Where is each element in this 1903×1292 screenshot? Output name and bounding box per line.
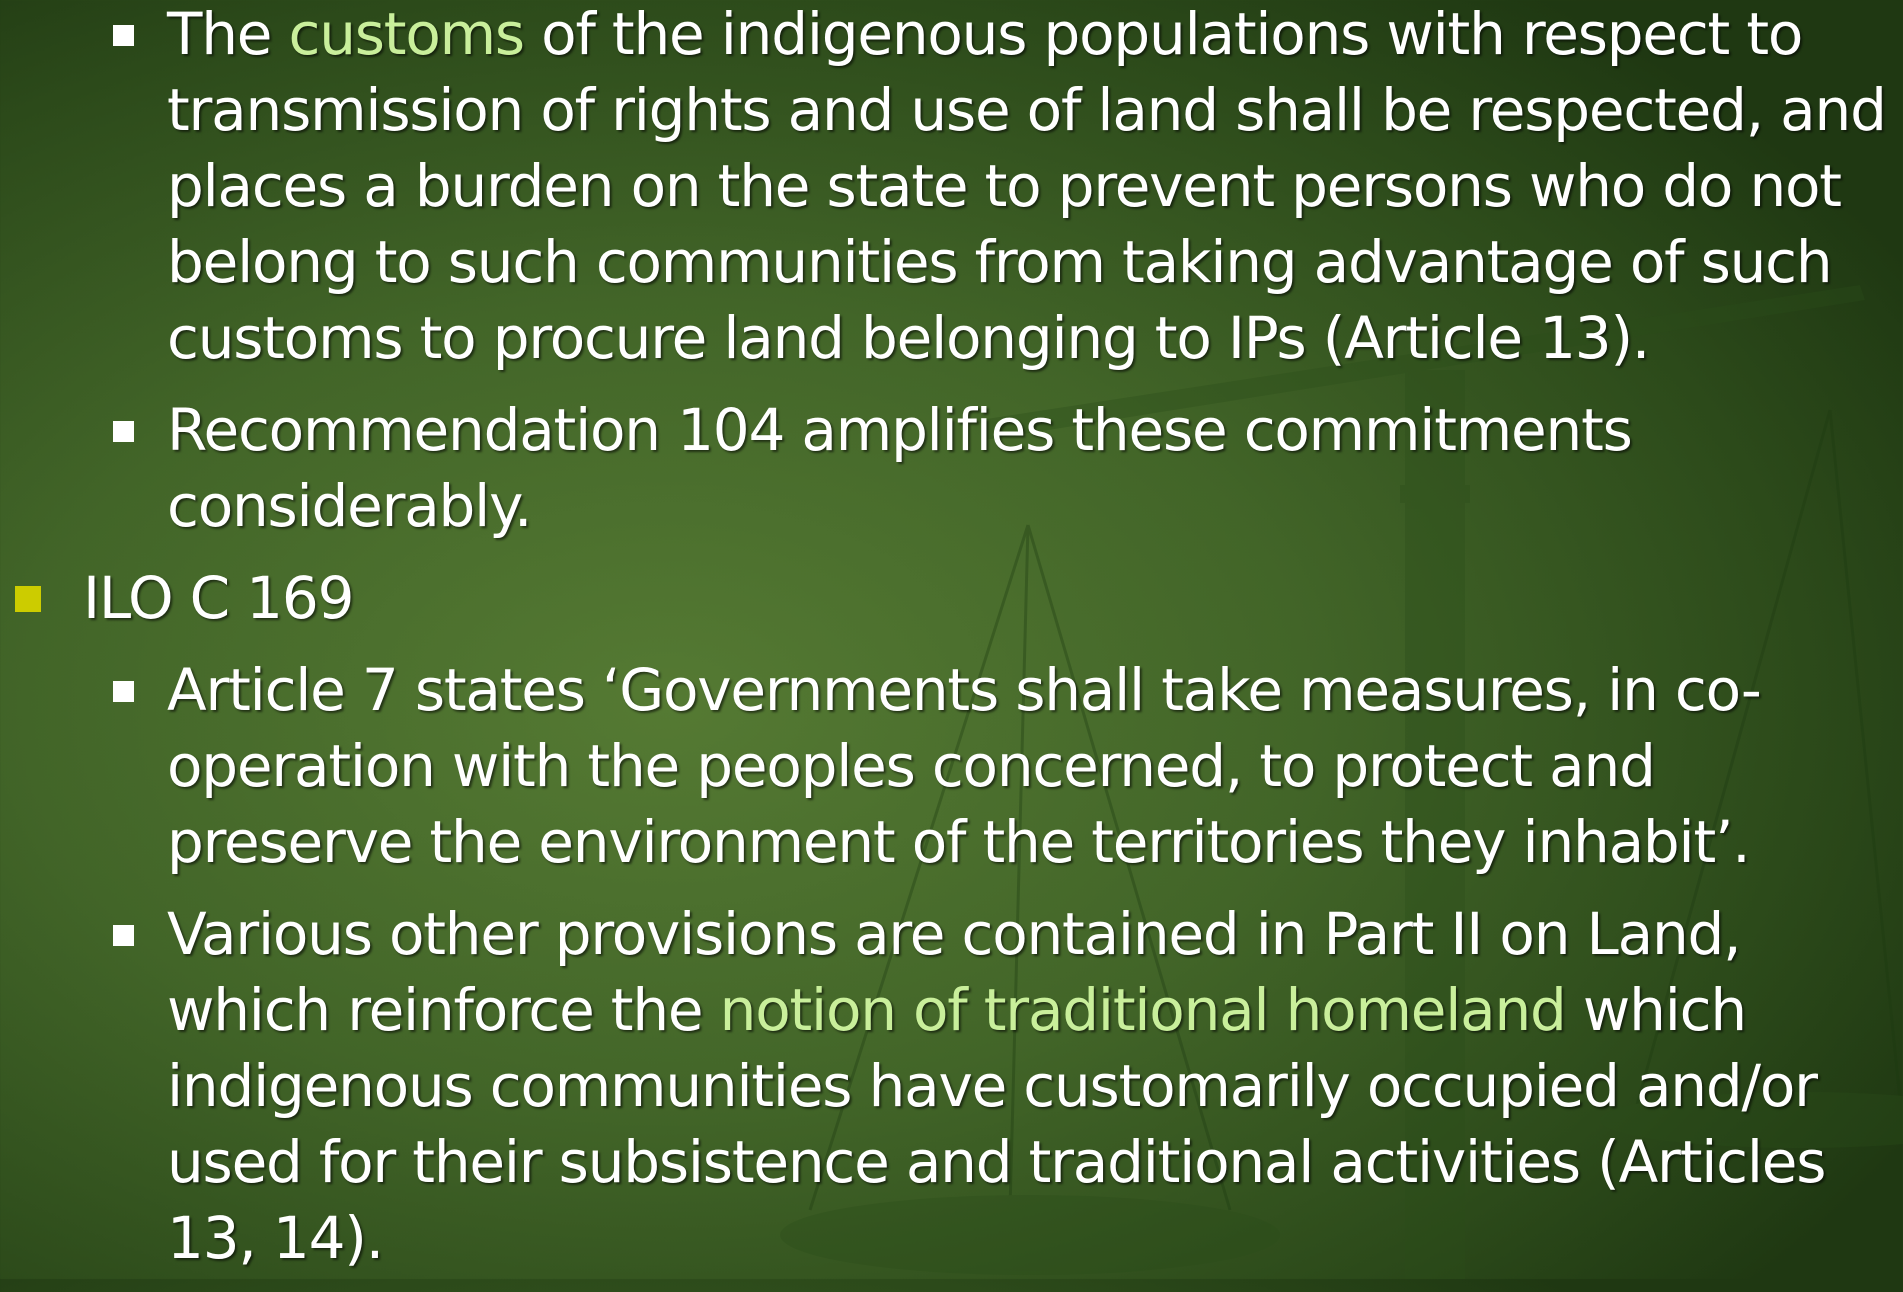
slide-content: The customs of the indigenous population… xyxy=(0,0,1903,1292)
highlighted-text: notion of traditional homeland xyxy=(720,976,1566,1044)
highlighted-text: customs xyxy=(289,0,524,68)
text: Recommendation 104 amplifies these commi… xyxy=(167,396,1632,540)
bullet-marker xyxy=(113,421,134,442)
bullet-marker xyxy=(113,681,134,702)
text: The xyxy=(167,0,289,68)
bullet-marker xyxy=(113,925,134,946)
bullet-marker xyxy=(113,25,134,46)
bullet-item: ILO C 169 xyxy=(83,560,1883,636)
slide-page: The customs of the indigenous population… xyxy=(0,0,1903,1279)
text: ILO C 169 xyxy=(83,564,353,632)
bullet-item: Various other provisions are contained i… xyxy=(167,896,1889,1276)
bullet-item: Recommendation 104 amplifies these commi… xyxy=(167,392,1889,544)
text: Article 7 states ‘Governments shall take… xyxy=(167,656,1761,876)
bullet-item: Article 7 states ‘Governments shall take… xyxy=(167,652,1889,880)
bullet-marker xyxy=(15,586,41,612)
bullet-item: The customs of the indigenous population… xyxy=(167,0,1889,376)
